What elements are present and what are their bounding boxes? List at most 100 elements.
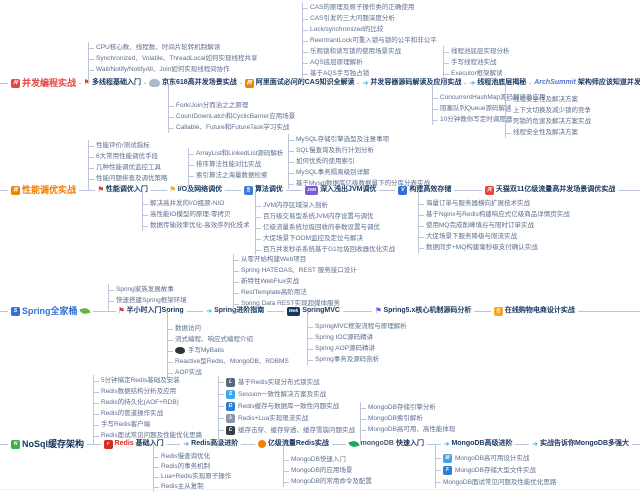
list-jvm: JVM内存区域深入剖析 百万级交易型系统JVM内存设置与调优 亿级流量系统垃圾回… bbox=[255, 200, 395, 255]
cyan-arrow-icon: ➜ bbox=[183, 440, 190, 448]
node-tmall-double11[interactable]: 天 天猫双11亿级流量高并发场景调优实战 bbox=[482, 185, 618, 195]
list-item: 高性能IO模型的原理-零拷贝 bbox=[143, 209, 250, 220]
list-mongo-basics: MongoDB快速入门 MongoDB的应用场景 MongoDB的常用命令及配置 bbox=[283, 454, 372, 487]
node-mongo-basics[interactable]: mongoDB 快速入门 bbox=[346, 439, 427, 449]
node-storage[interactable]: V 构建高效存储 bbox=[395, 185, 454, 195]
list-item: 百万并发秒杀系统基于G1垃圾回收器优化实战 bbox=[256, 244, 395, 255]
node-spring-root[interactable]: S Spring全家桶 bbox=[8, 306, 93, 316]
node-jd-618[interactable]: 京东618高并发场景实战 bbox=[146, 78, 240, 88]
node-nosql-root[interactable]: N NoSql缓存架构 bbox=[8, 439, 87, 449]
orange-dot-icon bbox=[257, 440, 266, 448]
connector bbox=[0, 189, 8, 191]
connector bbox=[515, 443, 530, 445]
node-ali-cas[interactable]: 阿 阿里面试必问的CAS知识全解读 bbox=[242, 78, 358, 88]
list-item: 排序算法性能对比实战 bbox=[189, 159, 283, 170]
redis-wordmark: Redis bbox=[114, 440, 134, 447]
books-icon: ≣ bbox=[493, 306, 503, 316]
list-item: 数据访问 bbox=[168, 323, 289, 334]
connector bbox=[454, 189, 482, 191]
node-label: 性能调优实战 bbox=[22, 185, 77, 195]
list-redis-real-world: L 基于Redis实现分布式锁实战 S Session一致性解决方案及实战 D … bbox=[218, 376, 355, 436]
list-tuning-intro: 性能评价/测试指标 6大常用性能调优手段 几种性能调优监控工具 性能问题排查及调… bbox=[88, 140, 168, 184]
connector bbox=[577, 310, 640, 312]
file-icon: F bbox=[443, 465, 452, 475]
node-label: 基础入门 bbox=[135, 440, 164, 447]
connector bbox=[153, 444, 154, 452]
node-performance-root[interactable]: 优 性能调优实战 bbox=[8, 185, 79, 195]
list-item: MongoDB索引解析 bbox=[361, 413, 455, 424]
list-redis-advanced: Redis慢查询优化 Redis的事务机制 Lua+Redis实现原子操作 Re… bbox=[153, 452, 231, 492]
list-item: SQL慢查询及执行计划分析 bbox=[289, 145, 430, 156]
node-spring-guide[interactable]: ➜ Spring进阶指南 bbox=[203, 306, 267, 316]
node-mongo-advanced[interactable]: ➜ MongoDB高级进阶 bbox=[441, 439, 516, 449]
node-label: 算法调优 bbox=[254, 186, 283, 193]
connector bbox=[0, 443, 8, 445]
list-item: Spring IOC源码精讲 bbox=[308, 332, 407, 343]
list-item: Redis慢查询优化 bbox=[154, 452, 231, 462]
connector bbox=[632, 443, 640, 445]
node-label: NoSql缓存架构 bbox=[22, 439, 84, 449]
list-item: Spring HATEOAS、REST 服务接口设计 bbox=[234, 265, 357, 276]
list-item: CAS引发的三大问题深度分析 bbox=[303, 13, 437, 24]
node-tuning-intro[interactable]: ⚑ 性能调优入门 bbox=[95, 185, 151, 195]
node-spring-intro[interactable]: ⚑ 半小时入门Spring bbox=[116, 306, 187, 316]
list-item: 索引算法之海量数据检索 bbox=[189, 170, 283, 181]
list-item: MySQL存储引擎选型及注意事项 bbox=[289, 134, 430, 145]
node-redis-billion-traffic[interactable]: 亿级流量Redis实战 bbox=[255, 439, 332, 449]
list-item: 百万级交易型系统JVM内存设置与调优 bbox=[256, 211, 395, 222]
list-mongo-advanced: MongoDB存储引擎分析 MongoDB索引解析 MongoDB高可用、高性能… bbox=[360, 402, 455, 435]
node-concurrency-root[interactable]: 并 并发编程实战 bbox=[8, 78, 79, 88]
connector bbox=[432, 83, 433, 92]
node-online-shop[interactable]: ≣ 在线购物电商设计实战 bbox=[491, 306, 578, 316]
node-io-network[interactable]: ⚑ I/O及网络调优 bbox=[167, 185, 225, 195]
connector bbox=[144, 82, 147, 84]
connector bbox=[188, 181, 189, 190]
connector bbox=[88, 184, 89, 190]
book-icon: ≣ bbox=[243, 185, 253, 195]
list-spring-guide: 数据访问 流式编程、响应式编程介绍 手写MyBatis Reactive型Red… bbox=[167, 323, 289, 378]
node-algorithm[interactable]: ≣ 算法调优 bbox=[241, 185, 286, 195]
list-arch-safety: 线程安全性及解决方案 上下文切换及减少锁的竞争 死锁的危害及解决方案实战 线程安… bbox=[505, 94, 591, 138]
jd-mascot-icon bbox=[149, 79, 161, 87]
node-thread-pool[interactable]: ➜ 线程池底层揭秘 bbox=[466, 78, 529, 88]
connector bbox=[267, 310, 284, 312]
connector bbox=[239, 82, 242, 84]
list-item: 大促场景下服务降级与限流实战 bbox=[419, 231, 570, 242]
list-item: 解决高并发的I/O瓶颈-NIO bbox=[143, 198, 250, 209]
list-item: C 缓存击穿、缓存穿透、缓存雪崩问题实战 bbox=[219, 424, 355, 436]
node-mongo-power[interactable]: ➜ 实战告诉你MongoDB多强大 bbox=[529, 439, 632, 449]
node-label: I/O及网络调优 bbox=[177, 186, 223, 193]
list-item: CAS的原理及原子操作类的正确使用 bbox=[303, 2, 437, 13]
list-item: 使用MQ完成削峰填谷与限时订单实战 bbox=[419, 220, 570, 231]
node-thread-basics[interactable]: ⚑ 多线程基础入门 bbox=[81, 78, 144, 88]
list-spring-intro: Spring家族发展故事 快速搭建Spring框架环境 bbox=[108, 284, 187, 306]
node-spring-mvc[interactable]: Web SpringMVC bbox=[284, 306, 343, 316]
connector bbox=[464, 82, 467, 84]
list-item: MongoDB快速入门 bbox=[284, 454, 372, 465]
connector bbox=[186, 310, 204, 312]
list-item: 10分钟教你写定时调度器 bbox=[433, 114, 545, 125]
node-arch-summit[interactable]: ArchSummit 架构师应该知道并发安全解决方案 bbox=[531, 78, 640, 88]
connector bbox=[307, 311, 308, 321]
node-spring-core[interactable]: ⚑ Spring5.x核心机制源码分析 bbox=[372, 306, 474, 316]
node-redis-advanced[interactable]: ➜ Redis高级进阶 bbox=[180, 439, 241, 449]
connector bbox=[443, 79, 444, 83]
list-item: MongoDB高可用、高性能体现 bbox=[361, 424, 455, 435]
connector bbox=[426, 443, 441, 445]
jvm-badge-icon: JVM bbox=[304, 185, 319, 195]
node-label: 性能调优入门 bbox=[105, 186, 148, 193]
node-label: 快速入门 bbox=[395, 440, 424, 447]
node-label: 深入浅出JVM调优 bbox=[320, 186, 377, 193]
list-item: Spring Data REST实现超媒体服务 bbox=[234, 298, 357, 309]
node-label: 多线程基础入门 bbox=[92, 79, 142, 86]
list-item: 线程安全性及解决方案 bbox=[506, 94, 591, 105]
node-redis-basics[interactable]: r Redis 基础入门 bbox=[101, 439, 167, 449]
node-label: 实战告诉你MongoDB多强大 bbox=[539, 440, 630, 447]
connector bbox=[93, 441, 94, 444]
database-icon: D bbox=[226, 401, 235, 411]
node-jvm-tuning[interactable]: JVM 深入浅出JVM调优 bbox=[302, 185, 380, 195]
red-flag-icon: ⚑ bbox=[84, 79, 90, 87]
node-concurrent-containers[interactable]: ➜ 并发容器源码解读及应用实战 bbox=[359, 78, 464, 88]
node-label: 天猫双11亿级流量高并发场景调优实战 bbox=[495, 186, 616, 193]
